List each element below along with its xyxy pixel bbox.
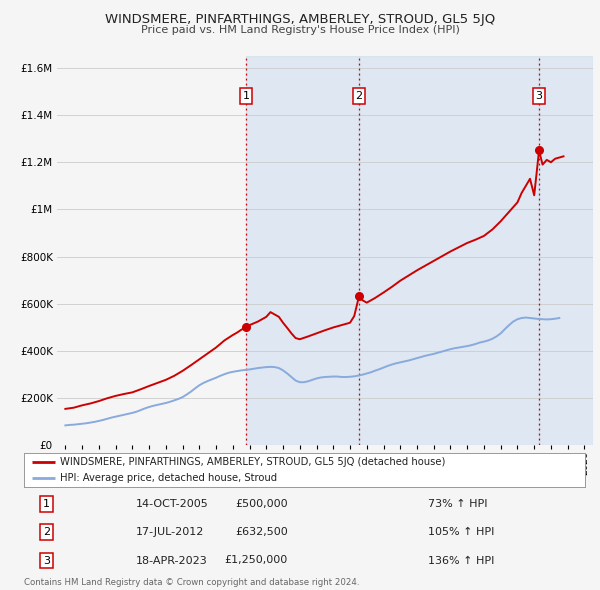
- Bar: [246, 56, 359, 445]
- Text: 73% ↑ HPI: 73% ↑ HPI: [428, 499, 487, 509]
- Text: 2: 2: [355, 91, 362, 101]
- Bar: [359, 56, 539, 445]
- Text: Price paid vs. HM Land Registry's House Price Index (HPI): Price paid vs. HM Land Registry's House …: [140, 25, 460, 35]
- Text: 1: 1: [242, 91, 250, 101]
- Text: 3: 3: [536, 91, 542, 101]
- Text: £1,250,000: £1,250,000: [224, 556, 287, 565]
- Text: £500,000: £500,000: [235, 499, 287, 509]
- Text: HPI: Average price, detached house, Stroud: HPI: Average price, detached house, Stro…: [61, 473, 278, 483]
- Text: 105% ↑ HPI: 105% ↑ HPI: [428, 527, 494, 537]
- Text: 17-JUL-2012: 17-JUL-2012: [136, 527, 205, 537]
- Text: WINDSMERE, PINFARTHINGS, AMBERLEY, STROUD, GL5 5JQ (detached house): WINDSMERE, PINFARTHINGS, AMBERLEY, STROU…: [61, 457, 446, 467]
- Text: WINDSMERE, PINFARTHINGS, AMBERLEY, STROUD, GL5 5JQ: WINDSMERE, PINFARTHINGS, AMBERLEY, STROU…: [105, 13, 495, 26]
- Text: 3: 3: [43, 556, 50, 565]
- Text: £632,500: £632,500: [235, 527, 287, 537]
- Text: 2: 2: [43, 527, 50, 537]
- Text: 136% ↑ HPI: 136% ↑ HPI: [428, 556, 494, 565]
- Text: Contains HM Land Registry data © Crown copyright and database right 2024.: Contains HM Land Registry data © Crown c…: [24, 578, 359, 586]
- Text: 14-OCT-2005: 14-OCT-2005: [136, 499, 209, 509]
- Text: 1: 1: [43, 499, 50, 509]
- Bar: [539, 56, 593, 445]
- Text: 18-APR-2023: 18-APR-2023: [136, 556, 208, 565]
